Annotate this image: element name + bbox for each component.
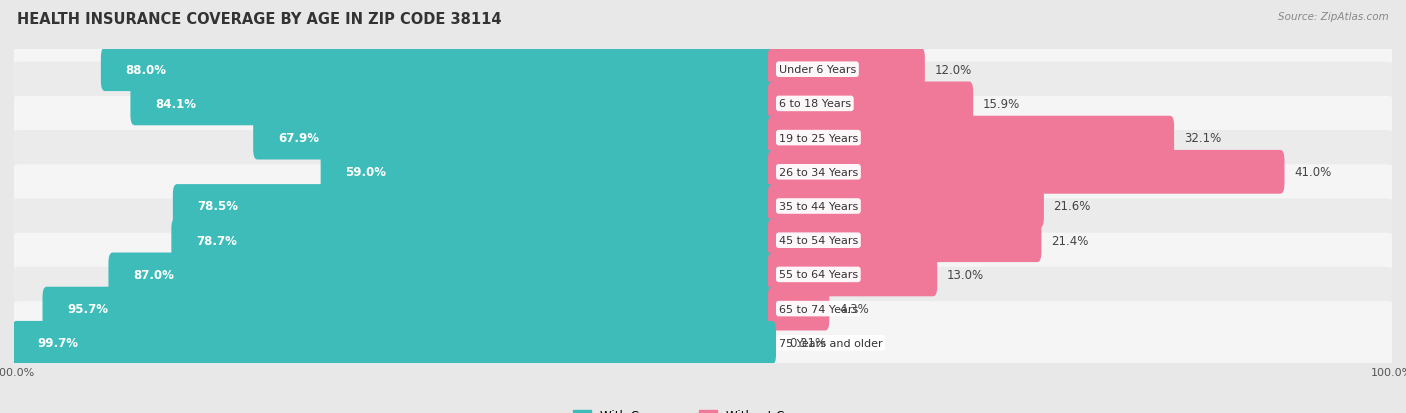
FancyBboxPatch shape [7,62,1399,146]
FancyBboxPatch shape [768,219,1042,262]
FancyBboxPatch shape [253,116,776,160]
Text: 41.0%: 41.0% [1294,166,1331,179]
Text: 19 to 25 Years: 19 to 25 Years [779,133,858,143]
FancyBboxPatch shape [7,165,1399,248]
FancyBboxPatch shape [768,253,938,297]
FancyBboxPatch shape [321,151,776,194]
Text: 4.3%: 4.3% [839,302,869,316]
Text: 99.7%: 99.7% [37,337,77,349]
Text: 95.7%: 95.7% [67,302,108,316]
Text: Source: ZipAtlas.com: Source: ZipAtlas.com [1278,12,1389,22]
Text: 0.31%: 0.31% [790,337,827,349]
Text: 15.9%: 15.9% [983,97,1021,111]
FancyBboxPatch shape [768,287,830,331]
FancyBboxPatch shape [172,219,776,262]
Text: 32.1%: 32.1% [1184,132,1220,145]
Text: 88.0%: 88.0% [125,64,167,76]
FancyBboxPatch shape [768,116,1174,160]
FancyBboxPatch shape [173,185,776,228]
FancyBboxPatch shape [768,185,1043,228]
Text: 21.6%: 21.6% [1053,200,1091,213]
Text: 55 to 64 Years: 55 to 64 Years [779,270,858,280]
Text: 75 Years and older: 75 Years and older [779,338,883,348]
FancyBboxPatch shape [7,97,1399,180]
Text: 13.0%: 13.0% [946,268,984,281]
Text: 65 to 74 Years: 65 to 74 Years [779,304,858,314]
Text: 78.5%: 78.5% [198,200,239,213]
Text: HEALTH INSURANCE COVERAGE BY AGE IN ZIP CODE 38114: HEALTH INSURANCE COVERAGE BY AGE IN ZIP … [17,12,502,27]
Text: 67.9%: 67.9% [278,132,319,145]
FancyBboxPatch shape [7,267,1399,351]
FancyBboxPatch shape [131,82,776,126]
Text: 12.0%: 12.0% [935,64,972,76]
Text: 84.1%: 84.1% [155,97,197,111]
FancyBboxPatch shape [7,199,1399,282]
FancyBboxPatch shape [768,151,1285,194]
FancyBboxPatch shape [7,233,1399,316]
FancyBboxPatch shape [768,82,973,126]
FancyBboxPatch shape [7,301,1399,385]
Text: 21.4%: 21.4% [1052,234,1088,247]
FancyBboxPatch shape [7,28,1399,112]
Text: Under 6 Years: Under 6 Years [779,65,856,75]
Text: 6 to 18 Years: 6 to 18 Years [779,99,851,109]
FancyBboxPatch shape [13,321,776,365]
Text: 59.0%: 59.0% [346,166,387,179]
FancyBboxPatch shape [101,48,776,92]
Text: 35 to 44 Years: 35 to 44 Years [779,202,858,211]
FancyBboxPatch shape [42,287,776,331]
Text: 78.7%: 78.7% [197,234,238,247]
Text: 45 to 54 Years: 45 to 54 Years [779,236,858,246]
FancyBboxPatch shape [7,131,1399,214]
Legend: With Coverage, Without Coverage: With Coverage, Without Coverage [568,404,838,413]
FancyBboxPatch shape [108,253,776,297]
Text: 26 to 34 Years: 26 to 34 Years [779,167,858,177]
FancyBboxPatch shape [768,48,925,92]
Text: 87.0%: 87.0% [134,268,174,281]
